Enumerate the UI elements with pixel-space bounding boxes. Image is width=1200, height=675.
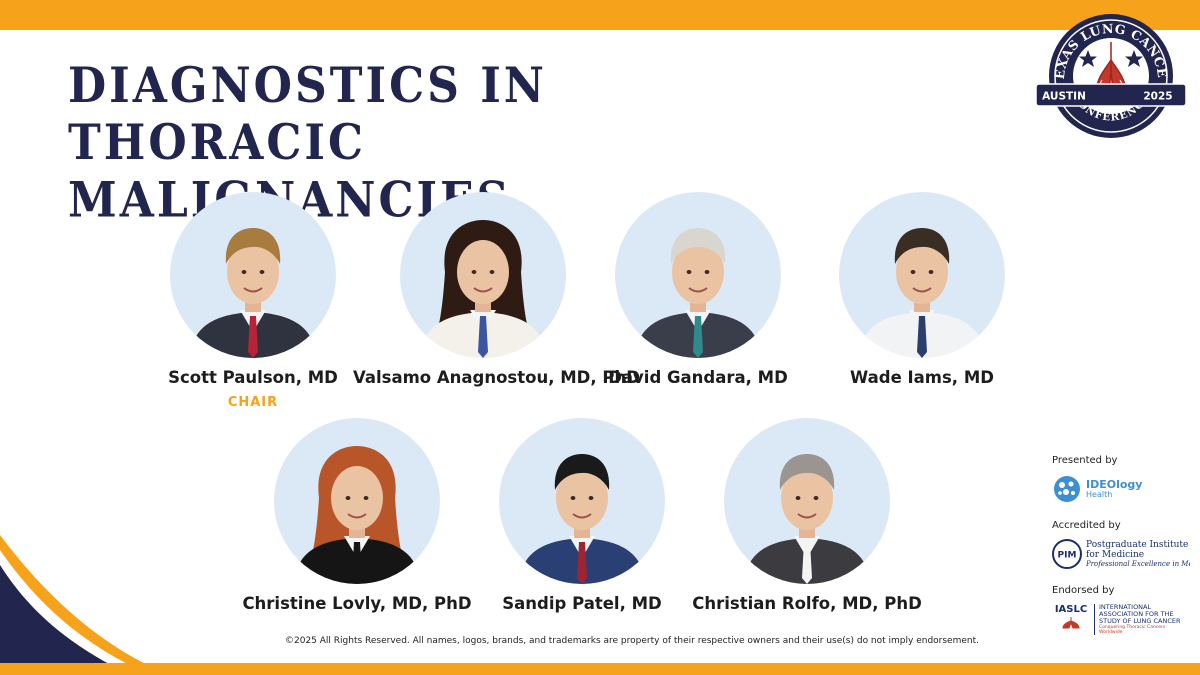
presented-label: Presented by [1052,455,1118,466]
iaslc-name: INTERNATIONAL ASSOCIATION FOR THE STUDY … [1099,602,1181,625]
speaker-photo [615,192,781,358]
speaker-name: Christine Lovly, MD, PhD [242,594,472,613]
speaker-photo [839,192,1005,358]
iaslc-abbrev: IASLC [1054,604,1088,615]
speaker-photo [274,418,440,584]
sponsor-accredited: Accredited by PIM Postgraduate Institute… [1052,520,1192,571]
speaker-photo [499,418,665,584]
speaker-name: Sandip Patel, MD [502,594,662,613]
speaker-card: Wade Iams, MD [792,192,1052,387]
lungs-icon [1062,617,1080,629]
sponsor-panel: Presented by IDEOlogy Health Accredited … [1052,455,1192,650]
speaker-name: Scott Paulson, MD [168,368,338,387]
pim-tagline: Professional Excellence in Medical Educa… [1086,560,1190,568]
pim-icon: PIM [1052,539,1082,569]
pim-abbrev: PIM [1058,551,1077,561]
speaker-card: David Gandara, MD [568,192,828,387]
speaker-card: Christine Lovly, MD, PhD [227,418,487,613]
speaker-card: Christian Rolfo, MD, PhD [677,418,937,613]
speaker-photo [724,418,890,584]
iaslc-logo: IASLC INTERNATIONAL ASSOCIATION FOR THE … [1052,602,1192,636]
speaker-card: Valsamo Anagnostou, MD, PhD [353,192,640,387]
bottom-accent-bar [0,663,1200,675]
speaker-name: David Gandara, MD [608,368,788,387]
ideology-sub: Health [1086,490,1113,499]
speaker-card: Scott Paulson, MD CHAIR [123,192,383,410]
speaker-name: Wade Iams, MD [850,368,994,387]
copyright-notice: ©2025 All Rights Reserved. All names, lo… [285,636,979,646]
speaker-role: CHAIR [227,395,279,410]
title-line-1: DIAGNOSTICS IN [68,58,548,115]
corner-decoration [0,535,170,675]
speaker-card: Sandip Patel, MD [452,418,712,613]
ideology-logo: IDEOlogy Health [1052,472,1192,506]
logo-year: 2025 [1143,91,1172,103]
ideology-icon [1054,476,1080,502]
pim-logo: PIM Postgraduate Institute for Medicine … [1052,537,1192,571]
speaker-name: Valsamo Anagnostou, MD, PhD [353,368,640,387]
conference-logo: TEXAS LUNG CANCER CONFERENCE AUSTIN 2025 [1036,10,1186,138]
accredited-label: Accredited by [1052,520,1121,531]
sponsor-presented: Presented by IDEOlogy Health [1052,455,1192,506]
sponsor-endorsed: Endorsed by IASLC INTERNATIONAL ASSOCIAT… [1052,585,1192,636]
top-accent-bar [0,0,1200,30]
logo-city: AUSTIN [1042,91,1086,103]
ideology-name: IDEOlogy [1086,478,1143,491]
endorsed-label: Endorsed by [1052,585,1115,596]
speaker-name: Christian Rolfo, MD, PhD [692,594,922,613]
speaker-photo [400,192,566,358]
speaker-photo [170,192,336,358]
pim-name: Postgraduate Institute for Medicine [1086,540,1189,560]
iaslc-tagline: Conquering Thoracic Cancers Worldwide [1099,624,1166,635]
